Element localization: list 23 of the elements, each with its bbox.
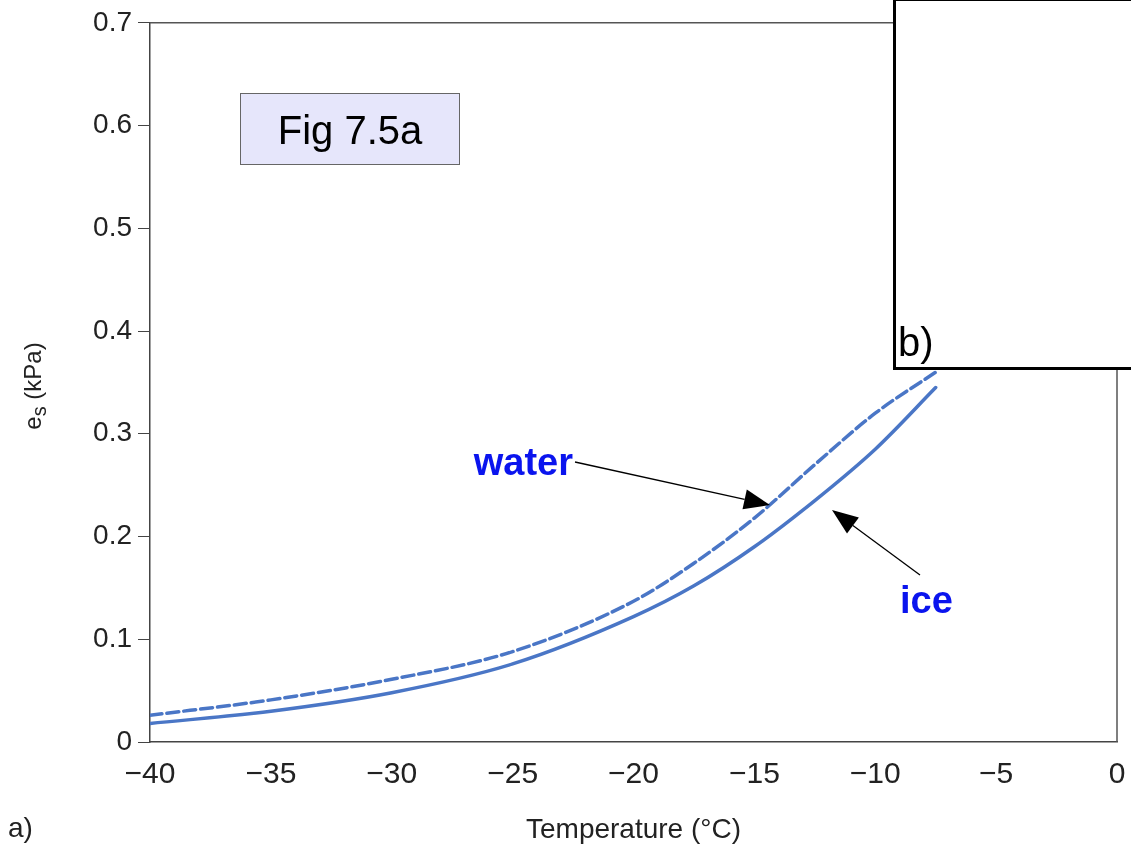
annotation: Fig 7.5a — [240, 93, 460, 165]
annotation: ice — [900, 579, 953, 621]
x-tick-label: −30 — [366, 756, 418, 790]
y-tick-label: 0.6 — [93, 108, 132, 140]
x-tick-label: 0 — [1108, 756, 1126, 790]
y-tick-label: 0.7 — [93, 5, 132, 37]
x-tick-label: −25 — [487, 756, 539, 790]
y-tick-label: 0.2 — [93, 519, 132, 551]
x-tick-label: −5 — [979, 756, 1014, 790]
y-tick-label: 0.5 — [93, 211, 132, 242]
x-tick-label: −10 — [849, 756, 901, 790]
y-tick-label: 0.4 — [93, 313, 132, 345]
annotation: b) — [898, 320, 934, 365]
x-tick-label: −40 — [124, 756, 176, 790]
y-tick-label: 0 — [116, 724, 132, 756]
annotation: water — [473, 441, 573, 483]
x-tick-label: −20 — [608, 756, 659, 790]
y-tick-label: 0.1 — [93, 621, 132, 653]
x-axis-title: Temperature (°C) — [525, 812, 742, 844]
y-tick-label: 0.3 — [93, 416, 132, 448]
text: a) — [8, 812, 33, 844]
x-tick-label: −15 — [728, 756, 780, 790]
x-tick-label: −35 — [245, 756, 297, 790]
